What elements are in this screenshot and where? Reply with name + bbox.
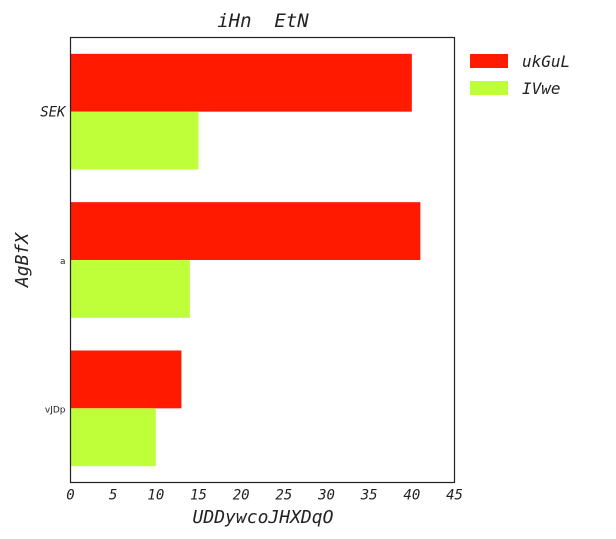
x-tick-label: 15 [190,488,207,504]
y-tick-label: SEK [40,105,67,121]
x-tick-label: 35 [360,488,378,504]
bar-ukGuL-vJDp [70,350,182,409]
y-axis-label: AgBfX [12,232,33,288]
x-tick-label: 5 [109,488,117,504]
legend-label-IVwe: IVwe [522,79,561,98]
x-tick-label: 10 [147,488,164,504]
x-axis-ticks: 0 5 10 15 20 25 30 35 40 45 [66,488,463,504]
bar-IVwe-SEK [70,111,199,170]
y-axis-ticks: SEK a vJDp [40,105,67,416]
bar-ukGuL-SEK [70,53,412,112]
legend-label-ukGuL: ukGuL [522,52,570,71]
x-tick-label: 20 [233,488,250,504]
bar-IVwe-vJDp [70,408,156,467]
chart-title: iHn EtN [217,10,309,32]
x-tick-label: 45 [446,488,463,504]
x-tick-label: 0 [66,488,74,504]
x-tick-label: 25 [275,488,292,504]
legend: ukGuL IVwe [470,52,570,98]
plot-area [70,53,421,467]
x-tick-label: 30 [317,488,335,504]
x-axis-label: UDDywcoJHXDqO [193,507,334,528]
y-tick-label: a [60,257,66,267]
y-tick-label: vJDp [45,405,66,415]
bar-IVwe-a [70,260,190,318]
legend-swatch-ukGuL [470,54,508,68]
plot-frame [69,36,456,484]
bar-ukGuL-a [70,202,421,260]
x-tick-label: 40 [403,488,420,504]
legend-swatch-IVwe [470,81,508,95]
